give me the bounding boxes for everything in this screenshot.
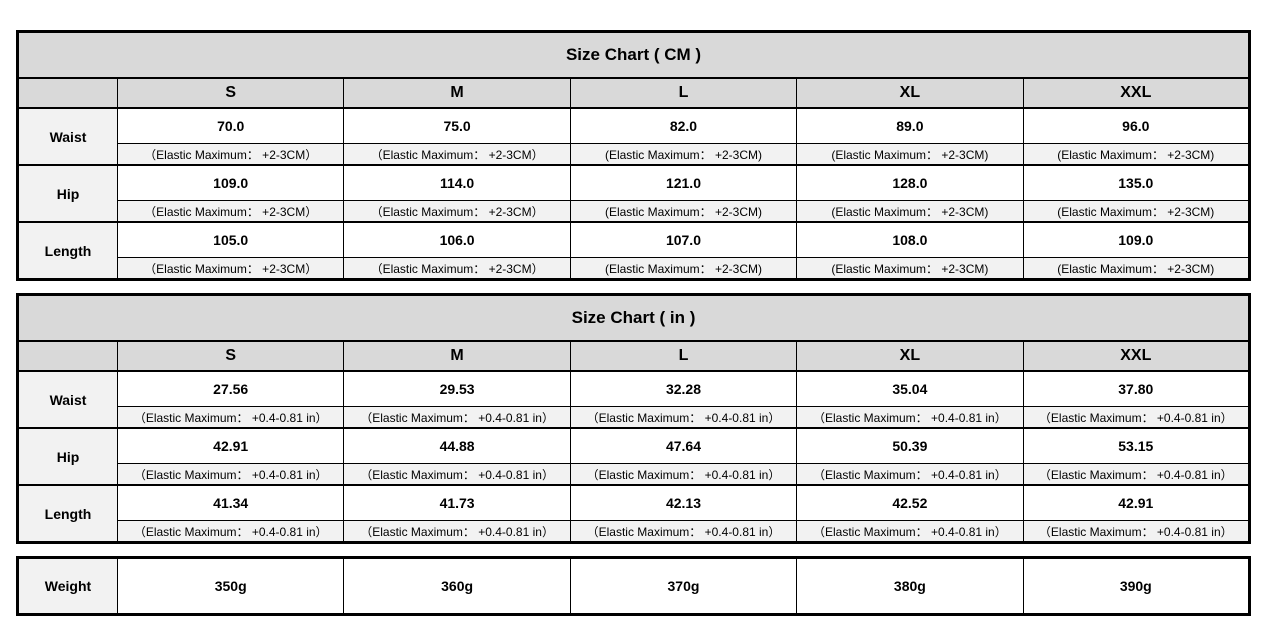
value-cell: 128.0 bbox=[796, 164, 1024, 201]
note-cell: (Elastic Maximum： +2-3CM) bbox=[569, 200, 798, 223]
weight-cell: 360g bbox=[343, 557, 571, 615]
corner-cell bbox=[17, 340, 118, 372]
value-cell: 37.80 bbox=[1022, 370, 1251, 407]
value-cell: 42.52 bbox=[796, 484, 1024, 521]
size-chart-cm-table: Size Chart ( CM ) S M L XL XXL Waist 70.… bbox=[16, 30, 1251, 281]
value-cell: 96.0 bbox=[1022, 107, 1251, 144]
note-cell: （Elastic Maximum： +0.4-0.81 in） bbox=[569, 463, 798, 486]
value-cell: 41.34 bbox=[116, 484, 345, 521]
value-cell: 108.0 bbox=[796, 221, 1024, 258]
value-cell: 75.0 bbox=[343, 107, 571, 144]
note-cell: (Elastic Maximum： +2-3CM) bbox=[796, 257, 1024, 280]
value-cell: 29.53 bbox=[343, 370, 571, 407]
value-cell: 121.0 bbox=[569, 164, 798, 201]
note-cell: （Elastic Maximum： +0.4-0.81 in） bbox=[116, 406, 345, 429]
value-cell: 70.0 bbox=[116, 107, 345, 144]
note-cell: （Elastic Maximum： +2-3CM） bbox=[116, 257, 345, 280]
note-cell: (Elastic Maximum： +2-3CM) bbox=[1022, 257, 1251, 280]
note-cell: （Elastic Maximum： +2-3CM） bbox=[343, 143, 571, 166]
value-cell: 32.28 bbox=[569, 370, 798, 407]
note-cell: （Elastic Maximum： +2-3CM） bbox=[116, 200, 345, 223]
row-label-weight: Weight bbox=[17, 557, 118, 615]
value-cell: 42.91 bbox=[116, 427, 345, 464]
col-header-m: M bbox=[343, 77, 571, 109]
note-cell: （Elastic Maximum： +0.4-0.81 in） bbox=[1022, 520, 1251, 543]
weight-table: Weight 350g 360g 370g 380g 390g bbox=[16, 556, 1251, 616]
note-cell: （Elastic Maximum： +0.4-0.81 in） bbox=[1022, 463, 1251, 486]
value-cell: 107.0 bbox=[569, 221, 798, 258]
value-cell: 82.0 bbox=[569, 107, 798, 144]
note-cell: （Elastic Maximum： +0.4-0.81 in） bbox=[343, 406, 571, 429]
note-cell: (Elastic Maximum： +2-3CM) bbox=[1022, 143, 1251, 166]
col-header-l: L bbox=[569, 340, 798, 372]
note-cell: （Elastic Maximum： +0.4-0.81 in） bbox=[116, 463, 345, 486]
col-header-s: S bbox=[116, 77, 345, 109]
value-cell: 42.91 bbox=[1022, 484, 1251, 521]
note-cell: （Elastic Maximum： +2-3CM） bbox=[343, 200, 571, 223]
value-cell: 27.56 bbox=[116, 370, 345, 407]
note-cell: （Elastic Maximum： +0.4-0.81 in） bbox=[569, 520, 798, 543]
note-cell: (Elastic Maximum： +2-3CM) bbox=[569, 143, 798, 166]
row-label-waist: Waist bbox=[17, 107, 118, 166]
row-label-hip: Hip bbox=[17, 164, 118, 223]
value-cell: 135.0 bbox=[1022, 164, 1251, 201]
weight-cell: 350g bbox=[116, 557, 345, 615]
col-header-m: M bbox=[343, 340, 571, 372]
col-header-l: L bbox=[569, 77, 798, 109]
col-header-xxl: XXL bbox=[1022, 77, 1251, 109]
value-cell: 41.73 bbox=[343, 484, 571, 521]
note-cell: （Elastic Maximum： +2-3CM） bbox=[343, 257, 571, 280]
note-cell: （Elastic Maximum： +0.4-0.81 in） bbox=[796, 520, 1024, 543]
value-cell: 35.04 bbox=[796, 370, 1024, 407]
note-cell: （Elastic Maximum： +0.4-0.81 in） bbox=[343, 463, 571, 486]
note-cell: (Elastic Maximum： +2-3CM) bbox=[569, 257, 798, 280]
value-cell: 50.39 bbox=[796, 427, 1024, 464]
note-cell: (Elastic Maximum： +2-3CM) bbox=[796, 200, 1024, 223]
row-label-hip: Hip bbox=[17, 427, 118, 486]
value-cell: 47.64 bbox=[569, 427, 798, 464]
value-cell: 44.88 bbox=[343, 427, 571, 464]
value-cell: 53.15 bbox=[1022, 427, 1251, 464]
note-cell: (Elastic Maximum： +2-3CM) bbox=[796, 143, 1024, 166]
note-cell: (Elastic Maximum： +2-3CM) bbox=[1022, 200, 1251, 223]
size-chart-cm-title: Size Chart ( CM ) bbox=[17, 31, 1250, 79]
value-cell: 89.0 bbox=[796, 107, 1024, 144]
weight-cell: 390g bbox=[1022, 557, 1251, 615]
note-cell: （Elastic Maximum： +0.4-0.81 in） bbox=[569, 406, 798, 429]
note-cell: （Elastic Maximum： +0.4-0.81 in） bbox=[116, 520, 345, 543]
size-chart-in-title: Size Chart ( in ) bbox=[17, 294, 1250, 342]
value-cell: 114.0 bbox=[343, 164, 571, 201]
note-cell: （Elastic Maximum： +0.4-0.81 in） bbox=[796, 406, 1024, 429]
col-header-xl: XL bbox=[796, 77, 1024, 109]
col-header-xl: XL bbox=[796, 340, 1024, 372]
size-chart-in-table: Size Chart ( in ) S M L XL XXL Waist 27.… bbox=[16, 293, 1251, 544]
value-cell: 42.13 bbox=[569, 484, 798, 521]
value-cell: 105.0 bbox=[116, 221, 345, 258]
note-cell: （Elastic Maximum： +2-3CM） bbox=[116, 143, 345, 166]
row-label-length: Length bbox=[17, 484, 118, 543]
corner-cell bbox=[17, 77, 118, 109]
row-label-waist: Waist bbox=[17, 370, 118, 429]
weight-cell: 380g bbox=[796, 557, 1024, 615]
value-cell: 109.0 bbox=[1022, 221, 1251, 258]
value-cell: 106.0 bbox=[343, 221, 571, 258]
note-cell: （Elastic Maximum： +0.4-0.81 in） bbox=[1022, 406, 1251, 429]
value-cell: 109.0 bbox=[116, 164, 345, 201]
row-label-length: Length bbox=[17, 221, 118, 280]
col-header-s: S bbox=[116, 340, 345, 372]
note-cell: （Elastic Maximum： +0.4-0.81 in） bbox=[343, 520, 571, 543]
col-header-xxl: XXL bbox=[1022, 340, 1251, 372]
weight-cell: 370g bbox=[569, 557, 798, 615]
note-cell: （Elastic Maximum： +0.4-0.81 in） bbox=[796, 463, 1024, 486]
